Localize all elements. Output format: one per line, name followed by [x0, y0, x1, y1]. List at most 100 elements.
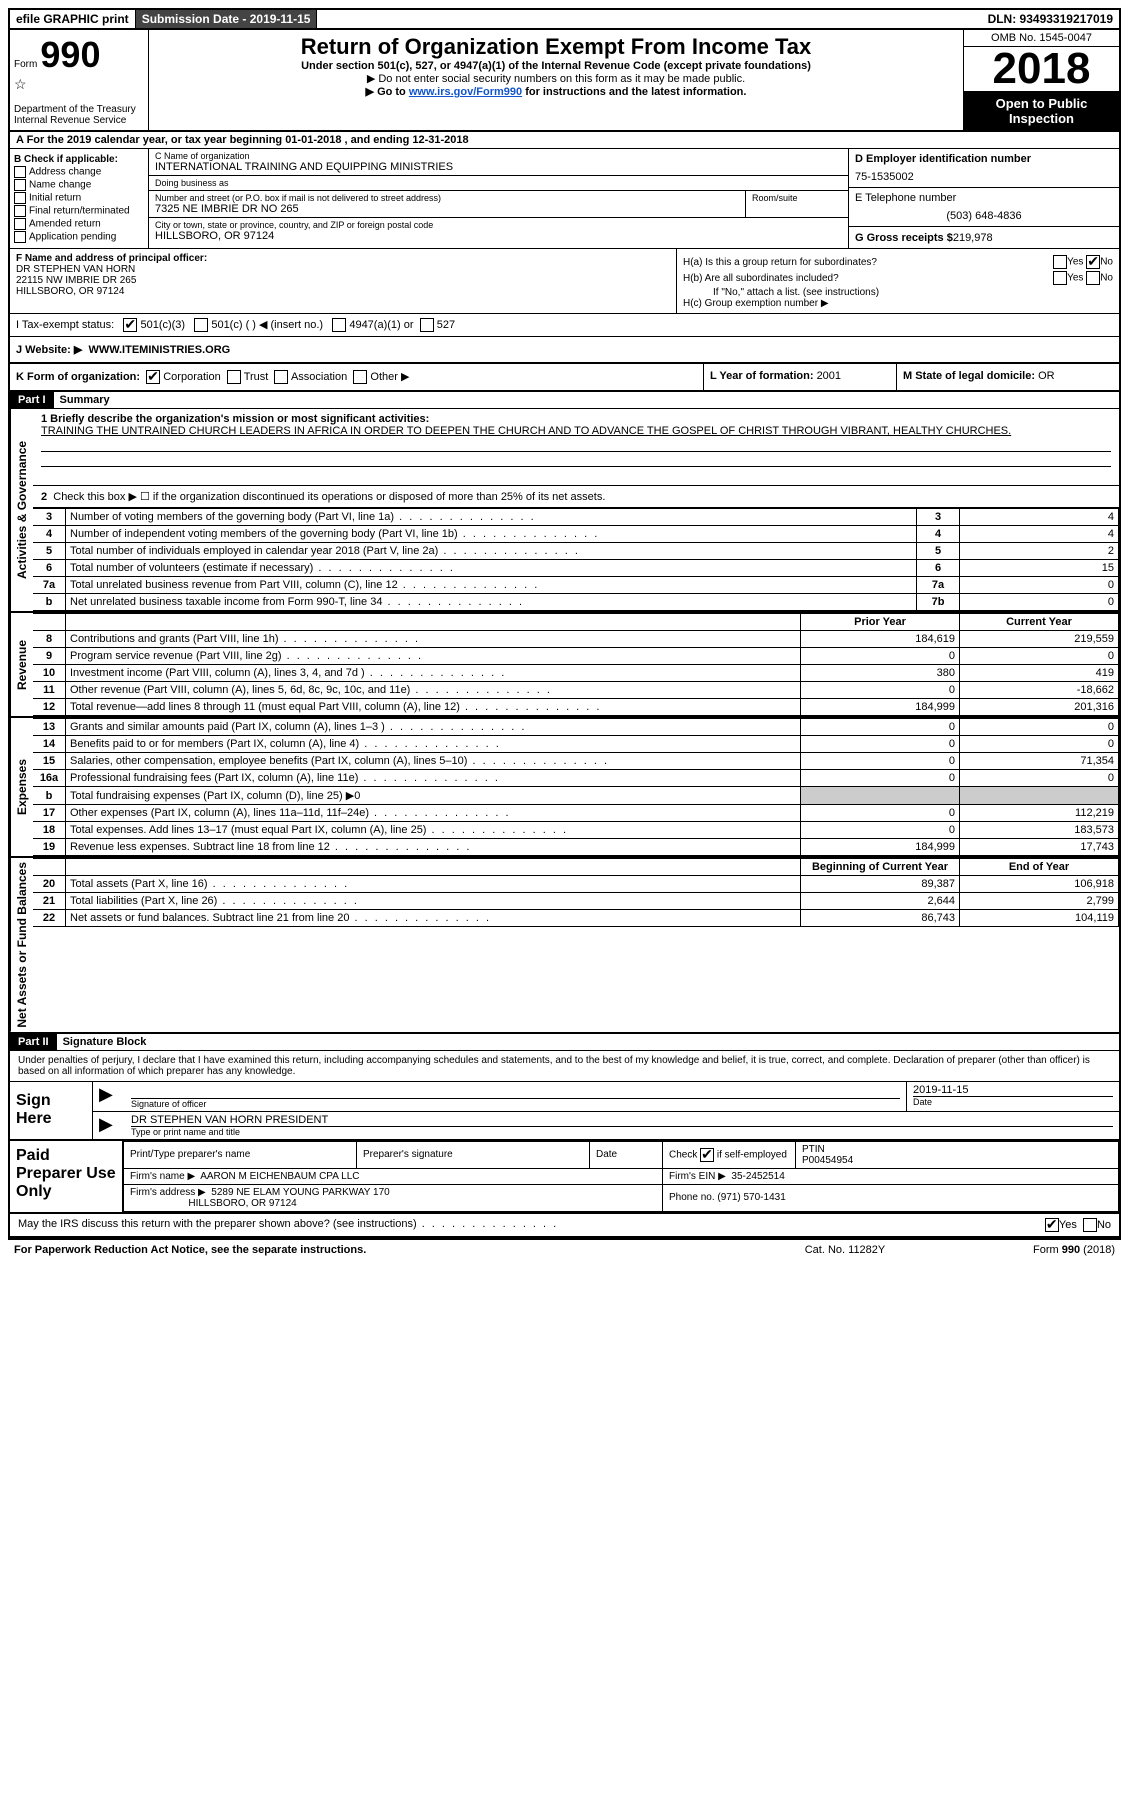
row-num: 20 — [33, 876, 66, 893]
row-end: 104,119 — [960, 910, 1119, 927]
submission-label: Submission Date - 2019-11-15 — [136, 10, 318, 28]
i-501c[interactable] — [194, 318, 208, 332]
k-assoc[interactable] — [274, 370, 288, 384]
row-desc: Other expenses (Part IX, column (A), lin… — [66, 805, 801, 822]
row-box: 5 — [917, 543, 960, 560]
k-label: K Form of organization: — [16, 371, 140, 383]
row-num: 6 — [33, 560, 66, 577]
line2-text: Check this box ▶ ☐ if the organization d… — [53, 491, 605, 503]
blank — [66, 614, 801, 631]
discuss-yes[interactable] — [1045, 1218, 1059, 1232]
row-num: 10 — [33, 665, 66, 682]
hb-no[interactable] — [1086, 271, 1100, 285]
note2-post: for instructions and the latest informat… — [522, 86, 746, 98]
row-curr: 0 — [960, 719, 1119, 736]
b-opt-5-label: Application pending — [29, 232, 116, 243]
ha-yes[interactable] — [1053, 255, 1067, 269]
row-desc: Benefits paid to or for members (Part IX… — [66, 736, 801, 753]
sig-arrow-1: ▶ — [93, 1082, 125, 1111]
blank — [33, 859, 66, 876]
sig-officer-field: Signature of officer — [125, 1082, 906, 1111]
net-hdr-row: Beginning of Current YearEnd of Year — [33, 859, 1119, 876]
rev-row: 12Total revenue—add lines 8 through 11 (… — [33, 699, 1119, 716]
efile-label[interactable]: efile GRAPHIC print — [10, 10, 136, 28]
rev-table: Prior YearCurrent Year8Contributions and… — [33, 613, 1119, 716]
sig-row-1: ▶ Signature of officer 2019-11-15 Date — [93, 1082, 1119, 1112]
row-box: 7a — [917, 577, 960, 594]
prep-selfemp-check[interactable] — [700, 1148, 714, 1162]
irs-link[interactable]: www.irs.gov/Form990 — [409, 86, 522, 98]
h-c-label: H(c) Group exemption number ▶ — [683, 298, 1113, 309]
i-opt0: 501(c)(3) — [140, 319, 185, 331]
row-desc: Investment income (Part VIII, column (A)… — [66, 665, 801, 682]
org-street: 7325 NE IMBRIE DR NO 265 — [155, 203, 739, 215]
row-curr — [960, 787, 1119, 805]
discuss-no[interactable] — [1083, 1218, 1097, 1232]
b-opt-2-label: Initial return — [29, 193, 81, 204]
k-trust[interactable] — [227, 370, 241, 384]
row-desc: Total revenue—add lines 8 through 11 (mu… — [66, 699, 801, 716]
exp-row: 19Revenue less expenses. Subtract line 1… — [33, 839, 1119, 856]
row-end: 106,918 — [960, 876, 1119, 893]
k-corp[interactable] — [146, 370, 160, 384]
form-number: 990 — [40, 34, 100, 75]
prep-h4-pre: Check — [669, 1149, 700, 1160]
k-other[interactable] — [353, 370, 367, 384]
row-num: 3 — [33, 509, 66, 526]
gov-row: 4Number of independent voting members of… — [33, 526, 1119, 543]
j-label: J Website: ▶ — [16, 344, 82, 356]
net-row: 22Net assets or fund balances. Subtract … — [33, 910, 1119, 927]
c-name-cell: C Name of organization INTERNATIONAL TRA… — [149, 149, 848, 176]
prep-ptin: P00454954 — [802, 1155, 853, 1166]
sub-date: 2019-11-15 — [250, 12, 311, 26]
b-opt-0[interactable]: Address change — [14, 166, 144, 178]
row-desc: Total unrelated business revenue from Pa… — [66, 577, 917, 594]
h-a-label: H(a) Is this a group return for subordin… — [683, 257, 877, 268]
gov-table: 3Number of voting members of the governi… — [33, 508, 1119, 611]
i-501c3[interactable] — [123, 318, 137, 332]
b-opt-4[interactable]: Amended return — [14, 218, 144, 230]
row-box: 7b — [917, 594, 960, 611]
row-val: 2 — [960, 543, 1119, 560]
rev-row: 10Investment income (Part VIII, column (… — [33, 665, 1119, 682]
b-opt-2[interactable]: Initial return — [14, 192, 144, 204]
row-a: A For the 2019 calendar year, or tax yea… — [10, 132, 1119, 149]
m-cell: M State of legal domicile: OR — [896, 364, 1119, 390]
prep-h1: Print/Type preparer's name — [124, 1141, 357, 1168]
g-val: 219,978 — [953, 232, 993, 244]
b-opt-1[interactable]: Name change — [14, 179, 144, 191]
exp-row: 18Total expenses. Add lines 13–17 (must … — [33, 822, 1119, 839]
b-opt-3[interactable]: Final return/terminated — [14, 205, 144, 217]
ha-no[interactable] — [1086, 255, 1100, 269]
rev-body: Prior YearCurrent Year8Contributions and… — [33, 613, 1119, 716]
row-prior: 0 — [801, 805, 960, 822]
rev-hdr-row: Prior YearCurrent Year — [33, 614, 1119, 631]
hb-yes[interactable] — [1053, 271, 1067, 285]
exp-body: 13Grants and similar amounts paid (Part … — [33, 718, 1119, 856]
row-curr: 0 — [960, 648, 1119, 665]
net-table: Beginning of Current YearEnd of Year20To… — [33, 858, 1119, 927]
net-section: Net Assets or Fund Balances Beginning of… — [10, 858, 1119, 1034]
row-val: 4 — [960, 526, 1119, 543]
k-cell: K Form of organization: Corporation Trus… — [10, 364, 703, 390]
row-num: 7a — [33, 577, 66, 594]
i-label: I Tax-exempt status: — [16, 319, 114, 331]
row-num: 17 — [33, 805, 66, 822]
row-desc: Total number of volunteers (estimate if … — [66, 560, 917, 577]
row-desc: Total number of individuals employed in … — [66, 543, 917, 560]
tax-year: 2018 — [964, 47, 1119, 92]
j-website: WWW.ITEMINISTRIES.ORG — [88, 344, 230, 356]
j-content: J Website: ▶ WWW.ITEMINISTRIES.ORG — [10, 337, 1119, 362]
i-527[interactable] — [420, 318, 434, 332]
row-val: 0 — [960, 577, 1119, 594]
b-opt-5[interactable]: Application pending — [14, 231, 144, 243]
row-beg: 2,644 — [801, 893, 960, 910]
row-num: b — [33, 594, 66, 611]
prep-addr-cell: Firm's address ▶ 5289 NE ELAM YOUNG PARK… — [124, 1184, 663, 1211]
i-4947[interactable] — [332, 318, 346, 332]
prep-ptin-label: PTIN — [802, 1144, 825, 1155]
sig-declaration: Under penalties of perjury, I declare th… — [10, 1051, 1119, 1082]
rev-row: 8Contributions and grants (Part VIII, li… — [33, 631, 1119, 648]
c-room-cell: Room/suite — [746, 191, 848, 217]
footer-mid: Cat. No. 11282Y — [755, 1244, 935, 1256]
